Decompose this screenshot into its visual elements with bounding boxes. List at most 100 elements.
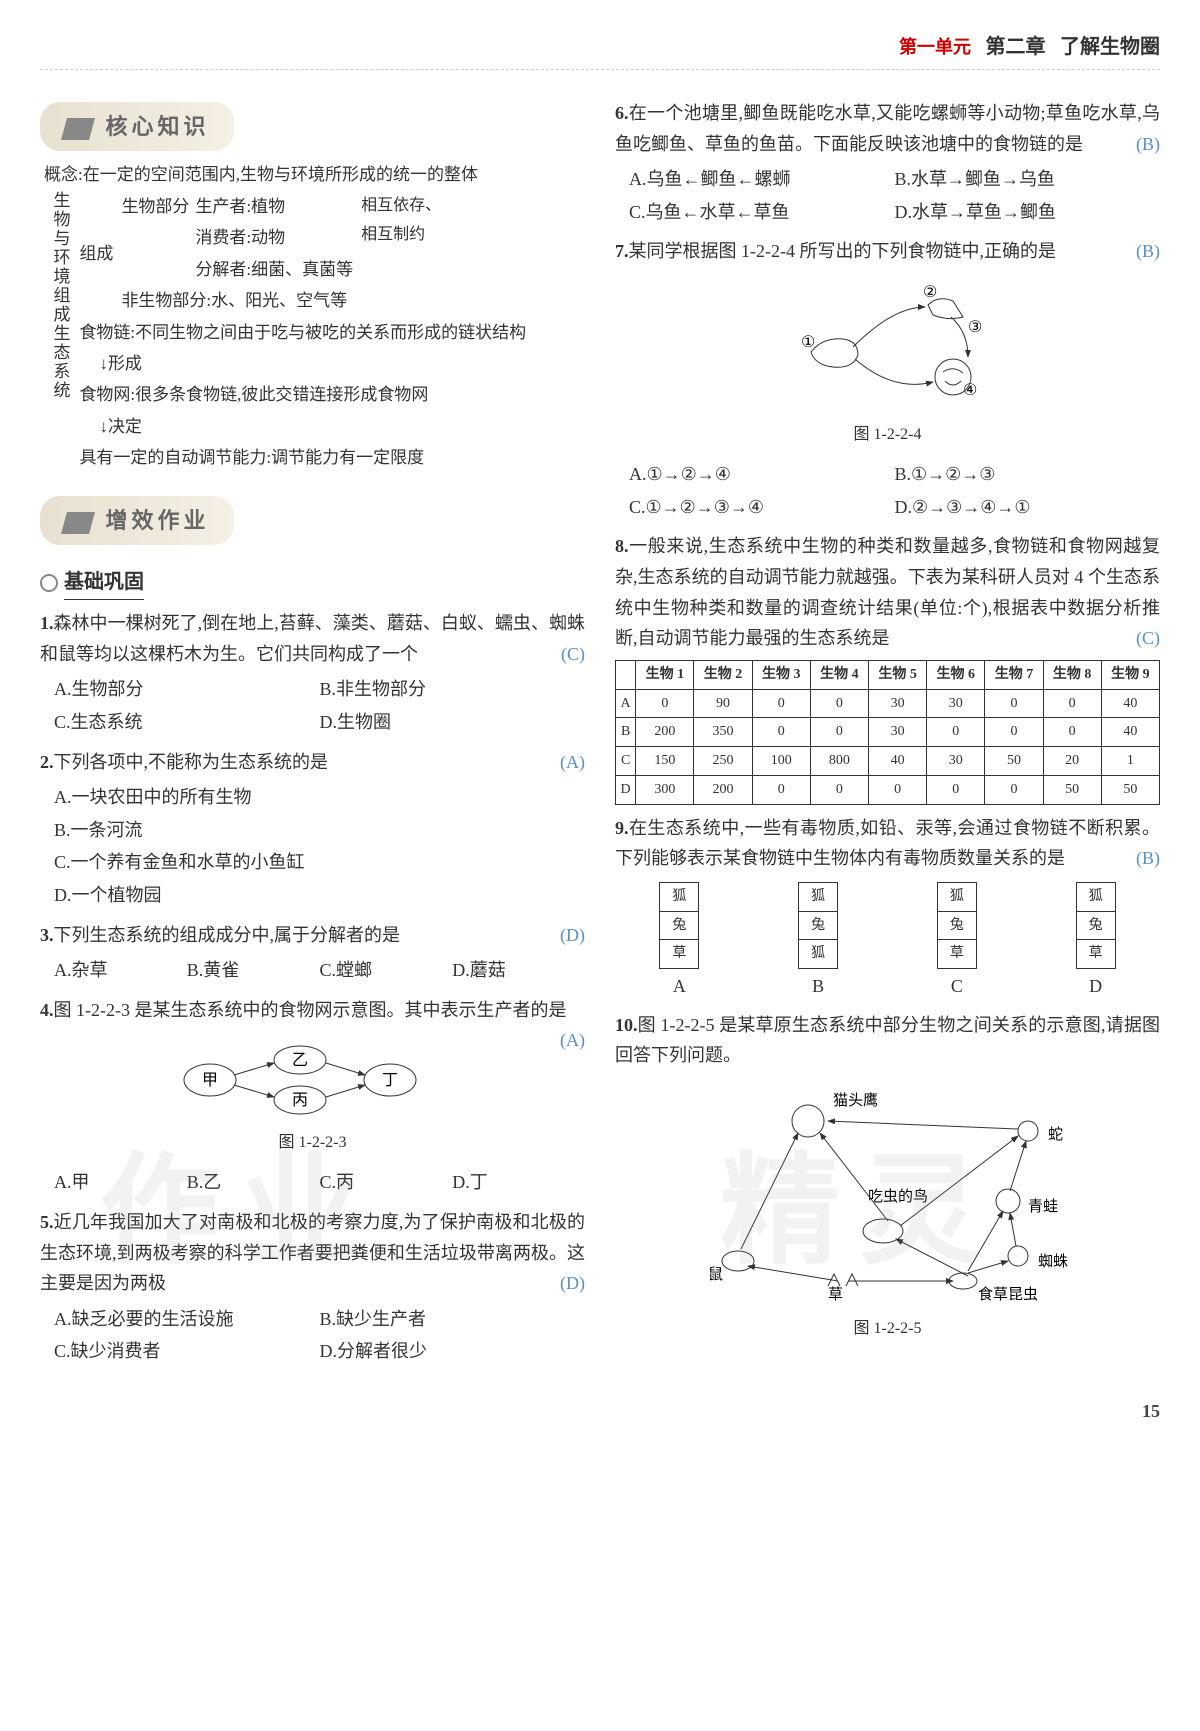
decomposer-line: 分解者:细菌、真菌等 bbox=[195, 254, 353, 285]
q5-answer: (D) bbox=[560, 1268, 585, 1299]
q9-answer: (B) bbox=[1136, 843, 1160, 874]
question-7: 7.某同学根据图 1-2-2-4 所写出的下列食物链中,正确的是 (B) ① ②… bbox=[615, 236, 1160, 523]
q8-col-header: 生物 2 bbox=[694, 660, 752, 689]
question-2: 2.下列各项中,不能称为生态系统的是 (A) A.一块农田中的所有生物 B.一条… bbox=[40, 747, 585, 912]
q8-col-header: 生物 6 bbox=[927, 660, 985, 689]
q7-opt-c: C.①→②→③→④ bbox=[629, 491, 895, 524]
banner-practice-text: 增效作业 bbox=[106, 508, 210, 533]
table-row: C150250100800403050201 bbox=[616, 747, 1160, 776]
q1-answer: (C) bbox=[561, 639, 585, 670]
fig-1223-caption: 图 1-2-2-3 bbox=[40, 1129, 585, 1156]
q1-opt-d: D.生物圈 bbox=[320, 706, 586, 739]
q8-col-header: 生物 4 bbox=[810, 660, 868, 689]
concept-map: 概念:在一定的空间范围内,生物与环境所形成的统一的整体 生物与环境组成生态系统 … bbox=[40, 159, 585, 473]
q7-num: 7. bbox=[615, 241, 629, 261]
q8-col-header: 生物 9 bbox=[1101, 660, 1159, 689]
q1-opt-c: C.生态系统 bbox=[54, 706, 320, 739]
question-4: 4.图 1-2-2-3 是某生态系统中的食物网示意图。其中表示生产者的是 (A)… bbox=[40, 995, 585, 1199]
question-6: 6.在一个池塘里,鲫鱼既能吃水草,又能吃螺蛳等小动物;草鱼吃水草,乌鱼吃鲫鱼、草… bbox=[615, 98, 1160, 228]
q6-answer: (B) bbox=[1136, 129, 1160, 160]
q4-num: 4. bbox=[40, 1000, 54, 1020]
notebook-icon-2 bbox=[61, 512, 95, 534]
biotic-label: 生物部分 bbox=[121, 191, 189, 285]
table-row: D300200000005050 bbox=[616, 775, 1160, 804]
q10-stem: 图 1-2-2-5 是某草原生态系统中部分生物之间关系的示意图,请据图回答下列问… bbox=[615, 1015, 1160, 1066]
q2-answer: (A) bbox=[560, 747, 585, 778]
q3-opt-c: C.螳螂 bbox=[320, 954, 453, 987]
decide-label: 决定 bbox=[108, 417, 142, 436]
q7-opt-d: D.②→③→④→① bbox=[895, 491, 1161, 524]
page-header: 第一单元 第二章 了解生物圈 bbox=[40, 30, 1160, 70]
q8-answer: (C) bbox=[1136, 623, 1160, 654]
question-1: 1.森林中一棵树死了,倒在地上,苔藓、藻类、蘑菇、白蚁、蠕虫、蜘蛛和鼠等均以这棵… bbox=[40, 608, 585, 738]
q2-opt-c: C.一个养有金鱼和水草的小鱼缸 bbox=[54, 846, 585, 879]
svg-text:猫头鹰: 猫头鹰 bbox=[833, 1092, 878, 1109]
question-5: 5.近几年我国加大了对南极和北极的考察力度,为了保护南极和北极的生态环境,到两极… bbox=[40, 1207, 585, 1368]
q8-col-header: 生物 8 bbox=[1043, 660, 1101, 689]
foodchain-line: 食物链:不同生物之间由于吃与被吃的关系而形成的链状结构 bbox=[79, 317, 585, 348]
q8-num: 8. bbox=[615, 536, 629, 556]
q3-answer: (D) bbox=[560, 920, 585, 951]
q4-opt-a: A.甲 bbox=[54, 1166, 187, 1199]
q2-opt-d: D.一个植物园 bbox=[54, 879, 585, 912]
banner-core-text: 核心知识 bbox=[106, 114, 210, 139]
abiotic-line: 非生物部分:水、阳光、空气等 bbox=[121, 285, 441, 316]
q6-num: 6. bbox=[615, 103, 629, 123]
q8-stem: 一般来说,生态系统中生物的种类和数量越多,食物链和食物网越复杂,生态系统的自动调… bbox=[615, 536, 1160, 648]
svg-text:丁: 丁 bbox=[382, 1072, 398, 1089]
q8-col-header: 生物 7 bbox=[985, 660, 1043, 689]
svg-text:③: ③ bbox=[968, 319, 982, 336]
page-number: 15 bbox=[40, 1396, 1160, 1427]
q1-opt-b: B.非生物部分 bbox=[320, 673, 586, 706]
q4-opt-c: C.丙 bbox=[320, 1166, 453, 1199]
svg-text:鼠: 鼠 bbox=[708, 1266, 723, 1283]
q4-stem: 图 1-2-2-3 是某生态系统中的食物网示意图。其中表示生产者的是 bbox=[54, 1000, 567, 1020]
q6-opt-b: B.水草→鲫鱼→乌鱼 bbox=[895, 163, 1161, 196]
q6-stem: 在一个池塘里,鲫鱼既能吃水草,又能吃螺蛳等小动物;草鱼吃水草,乌鱼吃鲫鱼、草鱼的… bbox=[615, 103, 1160, 154]
q6-opt-c: C.乌鱼←水草←草鱼 bbox=[629, 196, 895, 229]
q3-num: 3. bbox=[40, 925, 54, 945]
q8-col-header bbox=[616, 660, 636, 689]
fig-1224-caption: 图 1-2-2-4 bbox=[615, 421, 1160, 448]
question-8: 8.一般来说,生态系统中生物的种类和数量越多,食物链和食物网越复杂,生态系统的自… bbox=[615, 531, 1160, 804]
q2-opt-a: A.一块农田中的所有生物 bbox=[54, 781, 585, 814]
right-column: 6.在一个池塘里,鲫鱼既能吃水草,又能吃螺蛳等小动物;草鱼吃水草,乌鱼吃鲫鱼、草… bbox=[615, 90, 1160, 1376]
svg-text:②: ② bbox=[923, 284, 937, 301]
q5-opt-c: C.缺少消费者 bbox=[54, 1335, 320, 1368]
question-9: 9.在生态系统中,一些有毒物质,如铅、汞等,会通过食物链不断积累。下列能够表示某… bbox=[615, 813, 1160, 1002]
q5-opt-a: A.缺乏必要的生活设施 bbox=[54, 1303, 320, 1336]
form-label: 形成 bbox=[108, 354, 142, 373]
q7-answer: (B) bbox=[1136, 236, 1160, 267]
svg-text:食草昆虫: 食草昆虫 bbox=[978, 1286, 1038, 1303]
q8-col-header: 生物 5 bbox=[868, 660, 926, 689]
q8-table: 生物 1生物 2生物 3生物 4生物 5生物 6生物 7生物 8生物 9 A09… bbox=[615, 660, 1160, 805]
question-10: 10.图 1-2-2-5 是某草原生态系统中部分生物之间关系的示意图,请据图回答… bbox=[615, 1010, 1160, 1342]
q9-num: 9. bbox=[615, 818, 629, 838]
unit-badge: 第一单元 bbox=[899, 32, 971, 63]
producer-line: 生产者:植物 bbox=[195, 191, 353, 222]
q6-opt-d: D.水草→草鱼→鲫鱼 bbox=[895, 196, 1161, 229]
q9-diagrams: 狐兔草 A 狐兔狐 B 狐兔草 C 狐兔草 D bbox=[615, 880, 1160, 1002]
q9-stem: 在生态系统中,一些有毒物质,如铅、汞等,会通过食物链不断积累。下列能够表示某食物… bbox=[615, 818, 1160, 869]
q5-num: 5. bbox=[40, 1212, 54, 1232]
q1-stem: 森林中一棵树死了,倒在地上,苔藓、藻类、蘑菇、白蚁、蠕虫、蜘蛛和鼠等均以这棵朽木… bbox=[40, 613, 585, 664]
svg-text:蛇: 蛇 bbox=[1048, 1126, 1063, 1143]
q5-opt-b: B.缺少生产者 bbox=[320, 1303, 586, 1336]
q5-opt-d: D.分解者很少 bbox=[320, 1335, 586, 1368]
relation-1: 相互依存、 bbox=[361, 191, 441, 221]
compose-label: 组成 bbox=[79, 238, 113, 269]
q2-num: 2. bbox=[40, 752, 54, 772]
q3-stem: 下列生态系统的组成成分中,属于分解者的是 bbox=[54, 925, 401, 945]
relation-2: 相互制约 bbox=[361, 220, 441, 250]
left-column: 核心知识 概念:在一定的空间范围内,生物与环境所形成的统一的整体 生物与环境组成… bbox=[40, 90, 585, 1376]
q3-opt-b: B.黄雀 bbox=[187, 954, 320, 987]
banner-practice: 增效作业 bbox=[40, 496, 234, 545]
figure-1223: 甲 乙 丙 丁 图 1-2-2-3 bbox=[40, 1035, 585, 1156]
figure-1225: 猫头鹰 蛇 青蛙 蜘蛛 食草昆虫 吃虫的鸟 鼠 草 bbox=[615, 1081, 1160, 1342]
q9-label-d: D bbox=[1076, 971, 1116, 1002]
q7-opt-a: A.①→②→④ bbox=[629, 458, 895, 491]
q4-opt-d: D.丁 bbox=[452, 1166, 585, 1199]
chapter-num: 第二章 bbox=[986, 30, 1046, 64]
svg-text:吃虫的鸟: 吃虫的鸟 bbox=[868, 1188, 928, 1205]
concept-definition: 概念:在一定的空间范围内,生物与环境所形成的统一的整体 bbox=[44, 159, 585, 190]
